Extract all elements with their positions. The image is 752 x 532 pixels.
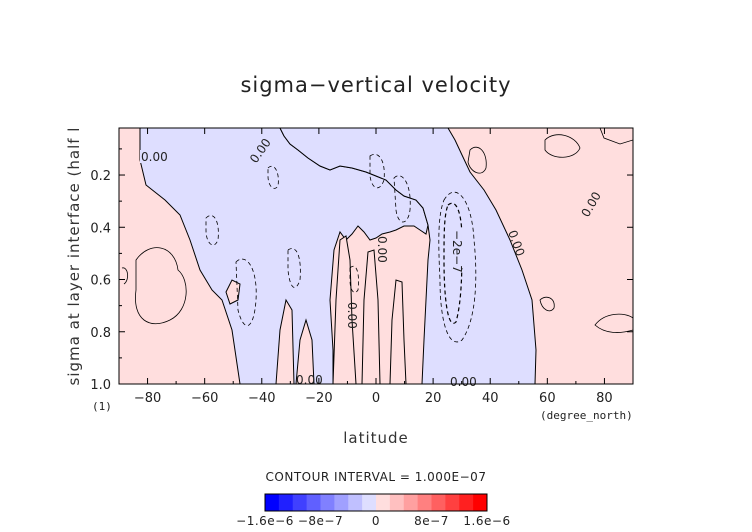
positive-pocket-2 xyxy=(361,249,381,384)
dashed-contour-8 xyxy=(349,265,359,293)
dashed-contour-7 xyxy=(287,248,301,288)
colorbar-swatch xyxy=(334,494,349,511)
x-tick-label: −80 xyxy=(134,391,161,406)
y-axis-title: sigma at layer interface (half l xyxy=(65,127,83,386)
colorbar-swatch xyxy=(292,494,308,511)
dashed-contour-2 xyxy=(443,202,463,324)
colorbar-swatch xyxy=(278,494,294,511)
x-tick-label: −60 xyxy=(191,391,218,406)
y-tick-label: 0.2 xyxy=(90,169,111,184)
colorbar-swatch xyxy=(362,494,377,511)
x-tick-label: −20 xyxy=(305,391,332,406)
colorbar-swatch xyxy=(459,494,474,511)
x-axis-unit: (degree_north) xyxy=(540,409,633,422)
colorbar-swatch xyxy=(417,494,432,511)
small-contour-7 xyxy=(121,267,128,285)
dashed-contour-6 xyxy=(235,258,257,326)
x-axis: −80 −60 −40 −20 0 20 40 60 80 xyxy=(118,128,634,406)
colorbar-tick-label: 0 xyxy=(372,514,380,528)
small-contour-3 xyxy=(544,134,581,158)
small-contour-4 xyxy=(599,128,633,145)
positive-pocket-1 xyxy=(332,235,357,384)
small-contour-6 xyxy=(539,296,555,312)
negative-region-north xyxy=(279,128,537,384)
chart-title: sigma−vertical velocity xyxy=(240,73,511,97)
y-axis-unit: (1) xyxy=(92,400,112,413)
colorbar-tick-label: −1.6e−6 xyxy=(236,514,294,528)
colorbar-tick-label: 8e−7 xyxy=(414,514,449,528)
colorbar xyxy=(264,493,488,512)
x-tick-label: 80 xyxy=(596,391,613,406)
colorbar-tick-label: 1.6e−6 xyxy=(463,514,510,528)
plot-area xyxy=(119,128,633,384)
small-contour-1 xyxy=(135,247,187,325)
positive-pocket-6 xyxy=(225,279,241,305)
colorbar-frame xyxy=(264,493,488,512)
positive-pocket-4 xyxy=(275,298,295,384)
contour-label: 0.00 xyxy=(345,302,359,329)
dashed-contour-4 xyxy=(393,175,411,223)
dashed-contour-5 xyxy=(205,215,219,246)
colorbar-tick-label: −8e−7 xyxy=(298,514,343,528)
colorbar-swatch xyxy=(445,494,460,511)
contour-label: 0.00 xyxy=(375,236,389,263)
x-tick-label: −40 xyxy=(248,391,275,406)
colorbar-swatch xyxy=(403,494,419,511)
small-contour-2 xyxy=(467,146,487,174)
x-tick-label: 0 xyxy=(372,391,380,406)
colorbar-swatch xyxy=(306,494,321,511)
contour-label: 0.00 xyxy=(141,150,168,164)
contour-label: 0.00 xyxy=(450,375,477,389)
y-tick-label: 1.0 xyxy=(90,378,111,393)
colorbar-swatch xyxy=(431,494,446,511)
y-tick-label: 0.4 xyxy=(90,221,111,236)
colorbar-labels: −1.6e−6 −8e−7 0 8e−7 1.6e−6 xyxy=(236,514,510,528)
y-tick-label: 0.8 xyxy=(90,326,111,341)
x-tick-label: 40 xyxy=(482,391,499,406)
colorbar-swatch xyxy=(376,494,391,511)
y-tick-label: 0.6 xyxy=(90,274,111,289)
positive-pocket-5 xyxy=(295,318,315,384)
x-tick-label: 20 xyxy=(425,391,442,406)
colorbar-swatch xyxy=(473,494,488,511)
dashed-contour-3 xyxy=(369,154,385,189)
y-axis: 0.2 0.4 0.6 0.8 1.0 xyxy=(90,148,633,393)
contour-label-extremum: −2e−7 xyxy=(450,230,464,273)
colorbar-swatch xyxy=(348,494,363,511)
colorbar-swatch xyxy=(320,494,335,511)
positive-pocket-3 xyxy=(389,279,407,384)
x-tick-label: 60 xyxy=(539,391,556,406)
colorbar-swatch xyxy=(389,494,405,511)
contour-interval-text: CONTOUR INTERVAL = 1.000E−07 xyxy=(266,470,487,484)
x-axis-title: latitude xyxy=(343,429,409,447)
dashed-contour-1 xyxy=(438,191,477,343)
small-contour-5 xyxy=(594,313,633,333)
colorbar-swatch xyxy=(265,494,280,511)
